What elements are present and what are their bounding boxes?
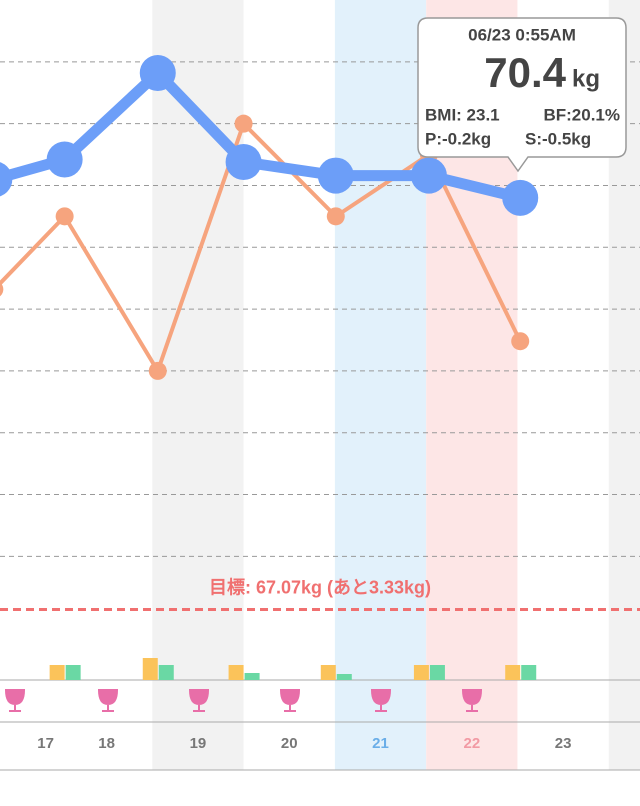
- x-tick-label: 17: [37, 735, 54, 752]
- point: [139, 54, 176, 91]
- column: [0, 0, 61, 770]
- tooltip-s: S:-0.5kg: [525, 129, 591, 148]
- x-tick-label: 18: [98, 735, 115, 752]
- point: [46, 141, 83, 178]
- point: [410, 157, 447, 194]
- intake-bar: [158, 665, 174, 680]
- point: [148, 361, 167, 380]
- x-tick-label: 19: [190, 735, 207, 752]
- tooltip-bmi: BMI: 23.1: [425, 105, 500, 124]
- column: [243, 0, 335, 770]
- intake-bar: [65, 665, 81, 680]
- tooltip-box: [417, 17, 627, 173]
- wine-icon: [4, 689, 26, 712]
- footer: [0, 771, 640, 801]
- tooltip-bf: BF:20.1%: [543, 105, 620, 124]
- tooltip-date: 06/23 0:55AM: [468, 25, 576, 44]
- x-tick-label: 21: [372, 735, 389, 752]
- wine-icon: [188, 689, 210, 712]
- point: [317, 157, 354, 194]
- point: [326, 207, 345, 226]
- point: [0, 162, 13, 197]
- intake-bar: [505, 665, 521, 680]
- tooltip-p: P:-0.2kg: [425, 129, 491, 148]
- wine-icon: [279, 689, 301, 712]
- point: [0, 282, 4, 297]
- intake-bar: [320, 665, 336, 680]
- point: [511, 332, 530, 351]
- wine-icon: [461, 689, 483, 712]
- wine-icon: [370, 689, 392, 712]
- intake-bar: [244, 673, 260, 680]
- intake-bar: [429, 665, 445, 680]
- point: [225, 143, 262, 180]
- intake-bar: [336, 674, 352, 680]
- x-tick-label: 23: [555, 735, 572, 752]
- tooltip-unit: kg: [572, 65, 600, 92]
- intake-bar: [49, 665, 65, 680]
- column: [152, 0, 244, 770]
- x-tick-label: 20: [281, 735, 298, 752]
- column: [334, 0, 427, 770]
- point: [55, 207, 74, 226]
- point: [502, 179, 539, 216]
- point: [234, 114, 253, 133]
- x-tick-label: 22: [463, 735, 480, 752]
- column: [60, 0, 153, 770]
- intake-bar: [521, 665, 537, 680]
- intake-bar: [228, 665, 244, 680]
- intake-bar: [142, 658, 158, 680]
- goal-label: 目標: 67.07kg (あと3.33kg): [209, 576, 431, 597]
- wine-icon: [97, 689, 119, 712]
- intake-bar: [413, 665, 429, 680]
- tooltip-weight: 70.4: [484, 49, 566, 96]
